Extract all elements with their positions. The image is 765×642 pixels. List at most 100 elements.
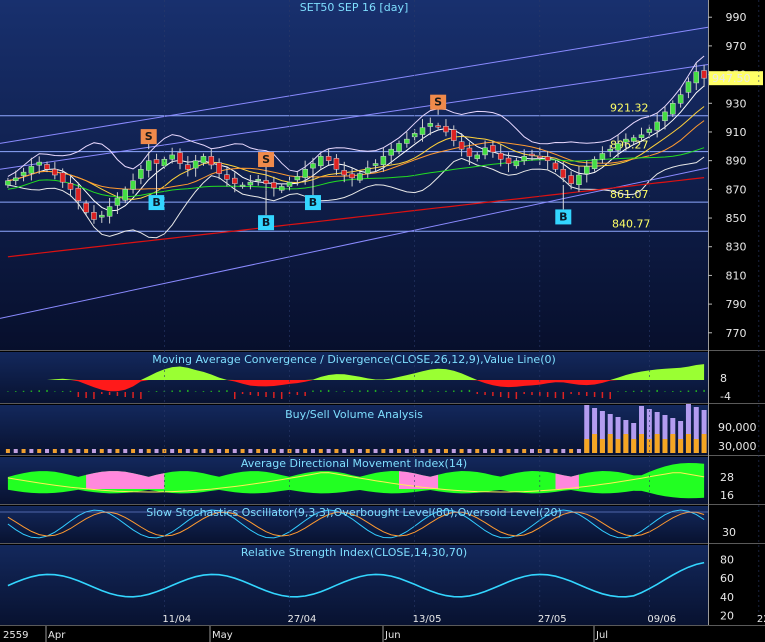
volume-bar-buy: [685, 434, 691, 453]
trend-line-upper: [0, 26, 709, 144]
volume-bar: [522, 449, 527, 453]
volume-bar: [232, 449, 237, 453]
volume-bar-total: [678, 421, 684, 453]
volume-bar: [490, 449, 495, 453]
buy-signal-box: [148, 195, 165, 211]
y-tick-label: 770: [726, 327, 747, 340]
adx-negative-area: [399, 471, 439, 489]
candle: [654, 121, 660, 131]
candle: [67, 183, 74, 190]
last-price-label: 947.50: [712, 72, 751, 85]
volume-bar: [29, 449, 34, 453]
candle: [232, 177, 238, 184]
candle: [36, 161, 42, 166]
sell-signal-label: S: [262, 153, 270, 166]
volume-bar: [76, 449, 81, 453]
stochastic-tick-label: 30: [722, 526, 736, 539]
candle: [357, 173, 363, 181]
candle: [458, 141, 465, 150]
sell-signal-box: [258, 152, 275, 168]
y-tick-label: 890: [726, 155, 747, 168]
volume-bar-buy: [639, 434, 645, 453]
volume-bar: [178, 449, 182, 453]
volume-bar: [530, 449, 534, 453]
level-label: 921.32: [610, 102, 649, 115]
volume-bar: [350, 449, 355, 453]
volume-bar: [248, 449, 253, 453]
volume-bar: [271, 449, 276, 453]
candle: [372, 163, 379, 166]
buy-signal-label: B: [559, 210, 567, 223]
candle: [560, 169, 567, 179]
buy-signal-box: [258, 215, 275, 231]
volume-bar: [389, 449, 394, 453]
volume-bar: [569, 449, 574, 453]
candle: [701, 70, 707, 79]
candle: [552, 162, 559, 170]
candle: [388, 148, 394, 156]
candle: [505, 157, 512, 164]
candle: [278, 186, 285, 191]
volume-bar: [209, 449, 214, 453]
candle: [685, 81, 692, 93]
candle: [638, 134, 645, 138]
candle: [466, 147, 473, 157]
volume-bar: [451, 449, 456, 453]
y-tick-label: 870: [726, 183, 747, 196]
adx-positive-area: [7, 463, 705, 499]
volume-bar: [52, 449, 57, 453]
bollinger-lower: [7, 156, 705, 239]
volume-bar: [68, 449, 73, 453]
volume-bar: [318, 449, 323, 453]
volume-bar: [146, 449, 151, 453]
x-axis-month-label: May: [212, 630, 233, 641]
volume-bar: [201, 449, 206, 453]
candle: [271, 182, 277, 189]
candle: [138, 169, 144, 179]
candle: [396, 143, 402, 152]
main-chart-title: SET50 SEP 16 [day]: [300, 1, 409, 14]
panel-5-background: [0, 545, 708, 625]
bollinger-upper: [7, 55, 705, 177]
volume-bar-buy: [631, 439, 637, 453]
volume-bar: [217, 449, 222, 453]
volume-bar-total: [584, 405, 590, 453]
candle: [419, 127, 426, 135]
volume-bar: [154, 449, 159, 453]
candle: [474, 154, 480, 159]
candle: [224, 174, 230, 180]
volume-bar: [365, 449, 370, 453]
candle: [591, 158, 598, 169]
volume-bar: [326, 449, 331, 453]
candle: [451, 129, 457, 141]
volume-bar: [45, 449, 50, 453]
volume-bar-buy: [693, 439, 699, 453]
volume-bar-buy: [623, 434, 629, 453]
volume-bar: [264, 449, 269, 453]
volume-bar: [342, 449, 347, 453]
volume-bar: [99, 449, 104, 453]
volume-bar: [498, 449, 503, 453]
last-price-box: [709, 71, 763, 86]
volume-bar-buy: [678, 439, 684, 453]
volume-bar: [185, 449, 190, 453]
volume-bar: [357, 449, 362, 453]
candle: [28, 166, 35, 174]
x-axis-date-label: 27/05: [538, 614, 567, 625]
volume-bar: [506, 449, 511, 453]
candle: [44, 164, 50, 170]
candle: [200, 156, 207, 164]
volume-bar: [303, 449, 308, 453]
candle: [677, 94, 684, 104]
candle: [122, 189, 128, 201]
rsi-tick-label: 80: [720, 553, 734, 566]
volume-bar: [37, 449, 42, 453]
volume-bar: [21, 449, 26, 453]
volume-bar: [310, 449, 315, 453]
adx-negative-area: [555, 473, 579, 489]
y-tick-label: 850: [726, 212, 747, 225]
candle: [662, 111, 668, 122]
volume-bar: [483, 449, 488, 453]
candle: [364, 167, 371, 174]
